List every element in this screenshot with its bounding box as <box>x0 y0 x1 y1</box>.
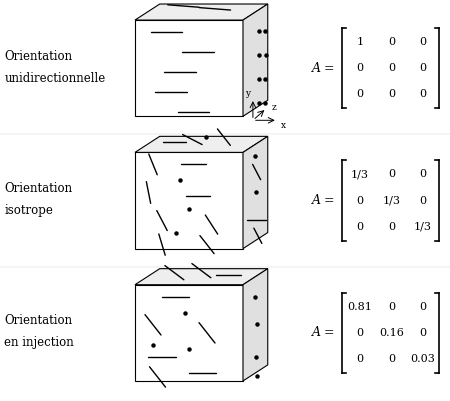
Polygon shape <box>135 4 268 20</box>
Text: 0: 0 <box>388 37 395 47</box>
Text: 0.16: 0.16 <box>379 328 404 338</box>
Text: unidirectionnelle: unidirectionnelle <box>4 72 106 85</box>
Text: A =: A = <box>312 326 336 339</box>
Text: 0: 0 <box>356 196 364 205</box>
Text: 0: 0 <box>388 170 395 179</box>
Polygon shape <box>135 20 243 116</box>
Text: 0: 0 <box>388 222 395 231</box>
Text: isotrope: isotrope <box>4 204 54 217</box>
Text: 1/3: 1/3 <box>414 222 432 231</box>
Polygon shape <box>135 152 243 249</box>
Text: 0: 0 <box>356 354 364 364</box>
Text: y: y <box>245 89 250 98</box>
Text: 0: 0 <box>356 89 364 99</box>
Text: 1/3: 1/3 <box>382 196 400 205</box>
Text: A =: A = <box>312 194 336 207</box>
Polygon shape <box>135 136 268 152</box>
Text: 0: 0 <box>419 328 427 338</box>
Text: 0: 0 <box>419 196 427 205</box>
Text: 0: 0 <box>419 89 427 99</box>
Text: x: x <box>280 121 286 130</box>
Text: Orientation: Orientation <box>4 182 72 195</box>
Text: 0.81: 0.81 <box>347 302 373 312</box>
Text: A =: A = <box>312 62 336 75</box>
Polygon shape <box>243 136 268 249</box>
Text: 0: 0 <box>419 37 427 47</box>
Text: 0: 0 <box>356 63 364 73</box>
Text: 1: 1 <box>356 37 364 47</box>
Text: 0: 0 <box>388 354 395 364</box>
Polygon shape <box>135 285 243 381</box>
Text: Orientation: Orientation <box>4 50 72 63</box>
Polygon shape <box>135 269 268 285</box>
Text: z: z <box>271 103 276 111</box>
Polygon shape <box>243 269 268 381</box>
Polygon shape <box>243 4 268 116</box>
Text: 0.03: 0.03 <box>410 354 436 364</box>
Text: 0: 0 <box>356 222 364 231</box>
Text: 0: 0 <box>356 328 364 338</box>
Text: 0: 0 <box>388 302 395 312</box>
Text: 0: 0 <box>388 63 395 73</box>
Text: 0: 0 <box>419 302 427 312</box>
Text: 0: 0 <box>419 63 427 73</box>
Text: en injection: en injection <box>4 336 74 349</box>
Text: 0: 0 <box>419 170 427 179</box>
Text: 0: 0 <box>388 89 395 99</box>
Text: 1/3: 1/3 <box>351 170 369 179</box>
Text: Orientation: Orientation <box>4 314 72 327</box>
